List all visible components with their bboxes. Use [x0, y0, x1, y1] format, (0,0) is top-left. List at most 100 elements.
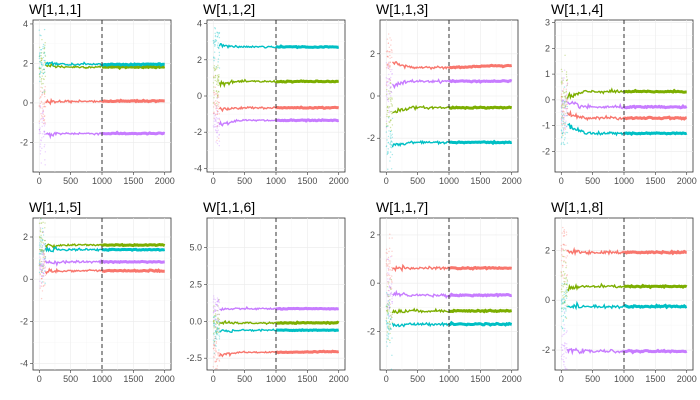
trace-point [40, 67, 42, 69]
trace-point [44, 266, 47, 268]
trace-point [563, 244, 566, 246]
trace-point [387, 302, 389, 305]
trace-point [42, 106, 45, 108]
trace-point [565, 283, 567, 286]
trace-point [44, 61, 46, 63]
trace-point [215, 320, 217, 322]
trace-point [217, 313, 219, 316]
trace-point [390, 134, 392, 137]
trace-point [386, 50, 389, 52]
trace-point [389, 327, 392, 330]
trace-point [387, 258, 389, 260]
x-tick-label: 2000 [329, 176, 349, 186]
trace-point [562, 79, 564, 81]
y-tick-label: 0.0 [189, 316, 202, 326]
trace-point [561, 116, 563, 119]
trace-point [214, 28, 217, 30]
trace-point [566, 290, 568, 292]
trace-point [566, 82, 569, 84]
trace-point [563, 274, 566, 276]
trace-point [44, 61, 46, 64]
trace-point [213, 298, 215, 301]
trace-point [390, 119, 392, 121]
x-tick-label: 1000 [266, 176, 286, 186]
trace-point [41, 92, 44, 94]
trace-point [387, 42, 390, 44]
trace-point [386, 51, 389, 53]
trace-point [213, 322, 215, 324]
trace-point [387, 300, 389, 302]
trace-point [389, 90, 391, 93]
trace-point [42, 249, 44, 252]
trace-point [43, 59, 45, 62]
trace-point [563, 244, 565, 246]
trace-point [564, 97, 566, 99]
panel-title: W[1,1,4] [551, 1, 603, 17]
trace-point [217, 321, 219, 323]
trace-point [214, 318, 217, 321]
trace-point [387, 296, 389, 298]
trace-point [216, 80, 218, 83]
trace-point [386, 81, 388, 84]
trace-point [389, 299, 391, 301]
trace-point [563, 302, 565, 304]
trace-point [215, 330, 218, 332]
trace-point [217, 358, 219, 360]
series-trace-early [44, 267, 103, 275]
trace-point [41, 71, 43, 74]
trace-point [386, 98, 389, 101]
series-trace-late [275, 328, 340, 333]
trace-point [40, 282, 43, 284]
trace-point [561, 301, 564, 304]
trace-point [388, 321, 391, 323]
trace-point [389, 86, 392, 88]
trace-point [563, 88, 565, 90]
trace-point [214, 69, 216, 72]
trace-point [562, 303, 564, 305]
trace-point [565, 231, 568, 233]
trace-point [214, 41, 216, 43]
trace-point [43, 102, 45, 104]
trace-point [386, 338, 388, 340]
trace-point [391, 51, 393, 53]
trace-point [386, 113, 388, 116]
series-trace-early [219, 305, 277, 312]
trace-point [391, 337, 393, 339]
trace-point [388, 307, 391, 309]
trace-point [561, 102, 563, 104]
trace-point [563, 353, 565, 355]
trace-point [218, 334, 220, 336]
trace-point [387, 148, 389, 150]
trace-point [562, 264, 564, 267]
trace-point [218, 140, 221, 142]
trace-point [213, 352, 216, 355]
trace-point [42, 242, 45, 244]
trace-point [387, 65, 389, 67]
trace-point [40, 263, 42, 265]
trace-point [42, 272, 44, 274]
trace-point [43, 261, 46, 264]
trace-point [386, 252, 389, 254]
trace-point [565, 248, 567, 251]
trace-point [217, 355, 220, 357]
trace-point [42, 231, 45, 233]
trace-point [390, 311, 392, 314]
trace-point [216, 113, 218, 116]
trace-point [386, 273, 388, 275]
trace-point [562, 77, 564, 79]
trace-point [389, 292, 392, 295]
trace-point [44, 245, 47, 248]
trace-point [213, 322, 215, 325]
trace-point [218, 324, 220, 326]
trace-point [41, 59, 43, 61]
series-trace-early [219, 328, 277, 334]
trace-point [385, 305, 388, 307]
y-tick-label: 2 [370, 49, 375, 59]
trace-point [42, 117, 45, 120]
trace-point [213, 67, 216, 70]
trace-point [563, 113, 565, 115]
trace-point [560, 104, 563, 106]
x-tick-label: 0 [37, 176, 42, 186]
series-trace-early [391, 139, 450, 148]
trace-point [39, 250, 42, 252]
